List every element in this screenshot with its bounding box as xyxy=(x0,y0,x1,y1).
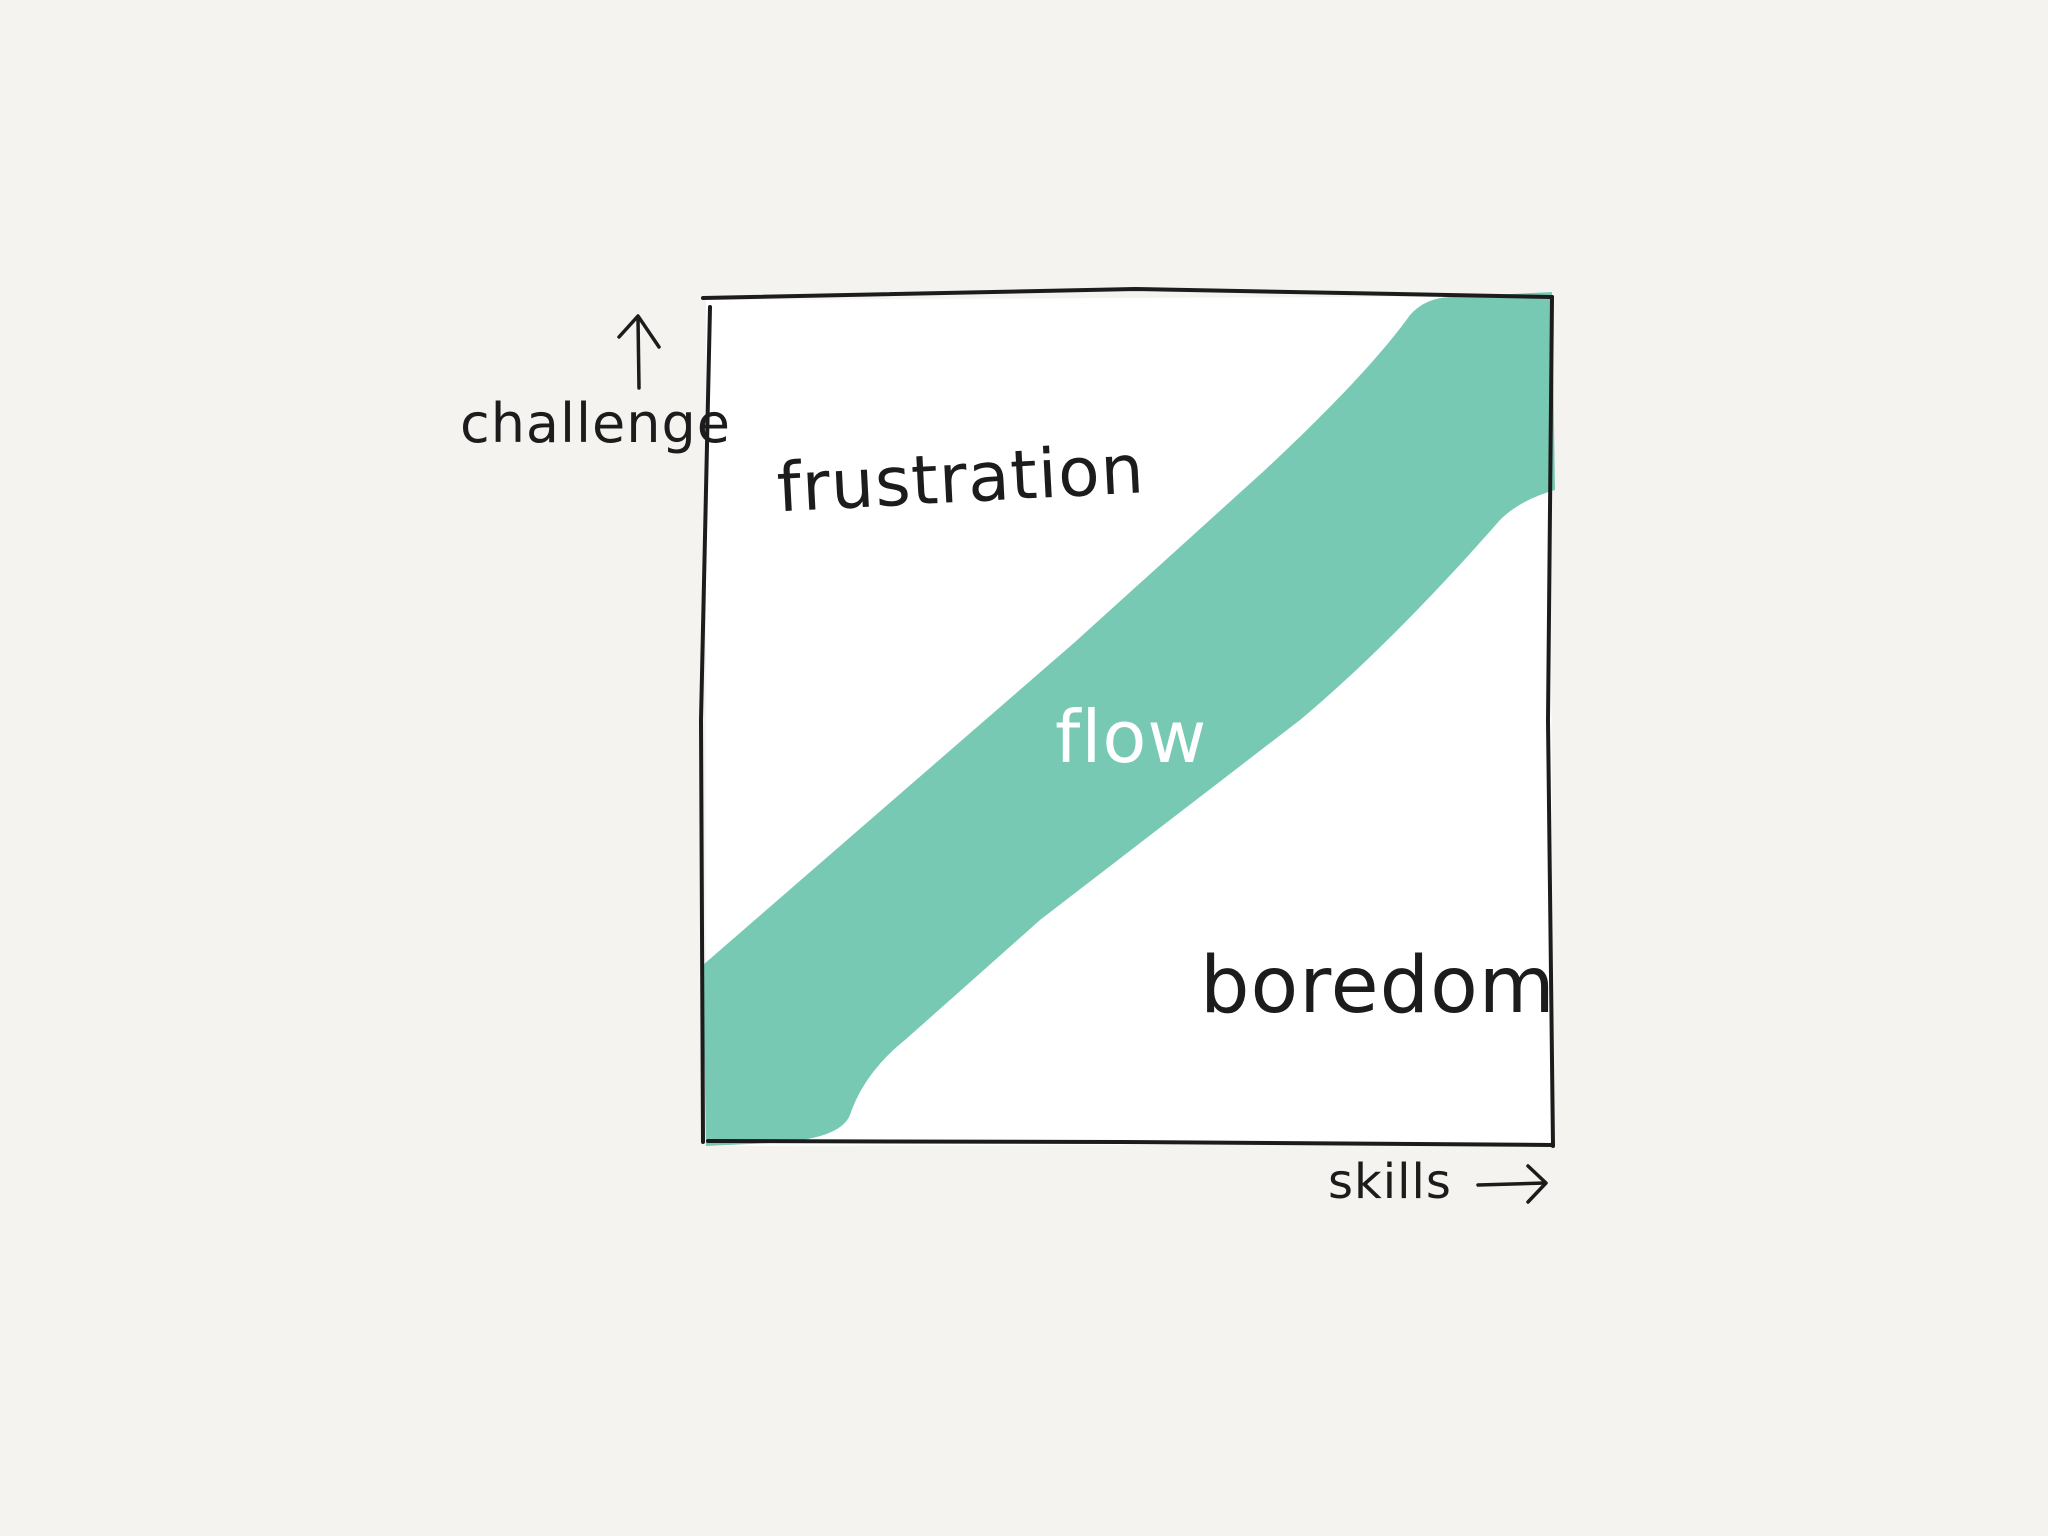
arrow-up-icon xyxy=(617,314,661,390)
chart-frame-left xyxy=(698,305,712,1144)
chart-frame xyxy=(701,287,1554,300)
flow-label: flow xyxy=(1055,695,1207,779)
chart-frame-right xyxy=(1545,295,1555,1148)
y-axis-label: challenge xyxy=(460,392,731,455)
x-axis-label: skills xyxy=(1328,1154,1452,1210)
boredom-label: boredom xyxy=(1200,941,1556,1031)
chart-frame-bottom xyxy=(706,1139,1555,1147)
frustration-label: frustration xyxy=(775,430,1147,528)
arrow-right-icon xyxy=(1476,1164,1548,1204)
flow-band xyxy=(703,292,1555,1146)
